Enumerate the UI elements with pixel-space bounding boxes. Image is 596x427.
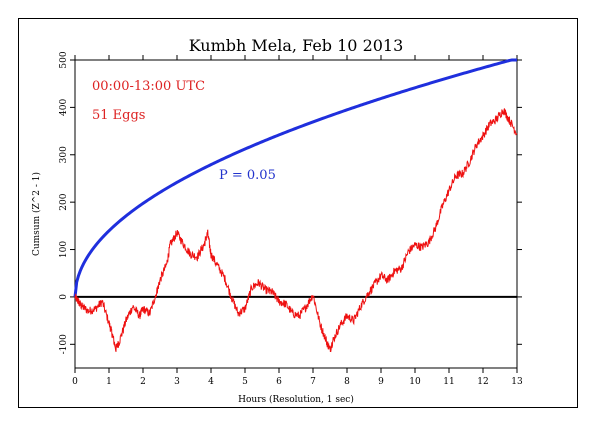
y-tick-label: 200 — [59, 193, 69, 210]
plot-area — [74, 59, 518, 369]
x-axis-title: Hours (Resolution, 1 sec) — [238, 394, 354, 405]
y-axis-title: Cumsum (Z^2 - 1) — [31, 172, 42, 256]
x-tick-label: 4 — [208, 377, 214, 387]
x-tick-label: 0 — [72, 377, 78, 387]
probability-envelope-line — [73, 58, 517, 298]
x-tick-label: 8 — [344, 377, 350, 387]
x-tick-label: 13 — [511, 377, 523, 387]
x-tick-label: 10 — [409, 377, 421, 387]
probability-label: P = 0.05 — [219, 168, 276, 183]
y-tick-label: -100 — [59, 334, 69, 354]
y-tick-label: 300 — [59, 146, 69, 163]
eggs-label: 51 Eggs — [92, 108, 145, 123]
x-axis: 0 1 2 3 4 5 6 7 8 9 10 11 12 13 — [72, 55, 523, 387]
y-tick-label: 0 — [59, 294, 69, 300]
x-tick-label: 11 — [443, 377, 454, 387]
x-tick-label: 9 — [378, 377, 384, 387]
x-tick-label: 2 — [140, 377, 146, 387]
time-range-label: 00:00-13:00 UTC — [92, 79, 205, 94]
chart-title: Kumbh Mela, Feb 10 2013 — [189, 36, 404, 55]
x-tick-label: 1 — [106, 377, 112, 387]
chart-frame — [18, 18, 578, 408]
x-tick-label: 7 — [310, 377, 316, 387]
y-tick-label: 100 — [59, 241, 69, 258]
x-tick-label: 6 — [276, 377, 282, 387]
y-tick-label: 500 — [59, 51, 69, 68]
x-tick-label: 12 — [477, 377, 488, 387]
cumulative-deviation-line — [74, 108, 518, 353]
y-axis: -100 0 100 200 300 400 500 — [59, 51, 522, 354]
x-tick-label: 3 — [174, 377, 180, 387]
y-tick-label: 400 — [59, 99, 69, 116]
x-tick-label: 5 — [242, 377, 248, 387]
